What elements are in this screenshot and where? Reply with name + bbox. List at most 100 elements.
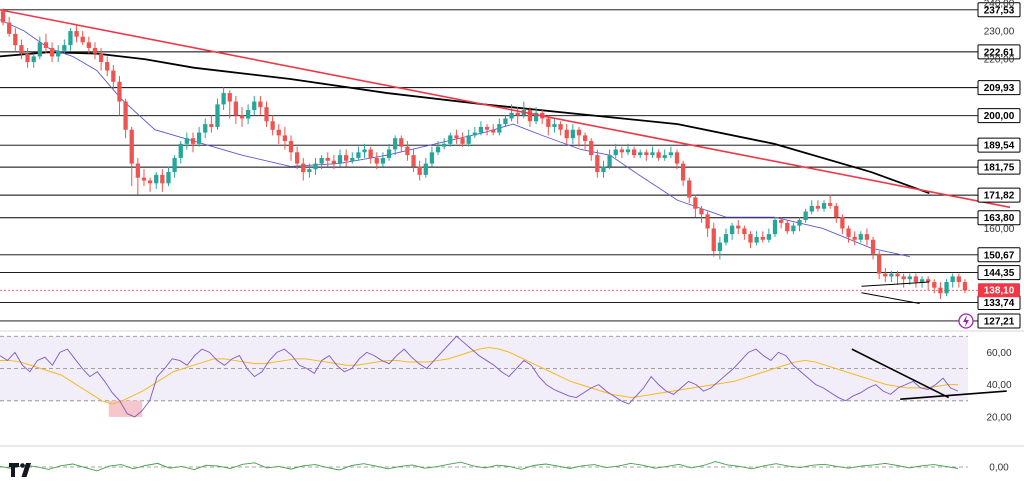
candle-body — [668, 152, 674, 156]
level-badge-box — [977, 137, 1021, 153]
candle-body — [595, 155, 600, 173]
level-badge-box — [977, 80, 1021, 96]
candle-body — [674, 152, 680, 164]
wedge-line — [861, 281, 930, 287]
candle-body — [37, 42, 42, 57]
candle-body — [564, 129, 569, 139]
candle-body — [589, 141, 594, 156]
candle-body — [380, 157, 386, 164]
candle-body — [772, 220, 778, 235]
candle-body — [172, 157, 177, 173]
candle-body — [154, 174, 159, 184]
candle-body — [858, 234, 863, 240]
candle-body — [429, 152, 435, 164]
candle-body — [687, 180, 692, 198]
candle-body — [288, 141, 294, 153]
candle-body — [49, 47, 55, 57]
candle-body — [411, 155, 416, 167]
candle-body — [123, 101, 128, 130]
level-badge: 127,21 — [977, 313, 1021, 329]
osc-tick-label: 0,00 — [989, 463, 1009, 474]
candle-body — [319, 157, 324, 164]
candle-body — [815, 205, 821, 209]
candle-body — [350, 157, 355, 161]
candle-body — [895, 273, 900, 277]
candle-body — [638, 152, 643, 156]
level-badge: 209,93 — [977, 80, 1021, 96]
candle-body — [135, 163, 140, 178]
candle-body — [723, 234, 729, 243]
candle-body — [7, 22, 12, 34]
candle-body — [13, 33, 18, 46]
candle-body — [62, 45, 67, 51]
level-badge: 133,74 — [977, 295, 1021, 311]
candle-body — [846, 228, 851, 237]
candle-body — [80, 36, 85, 43]
candle-body — [754, 236, 759, 243]
candle-body — [221, 93, 226, 105]
candle-body — [852, 236, 857, 240]
candle-body — [454, 135, 459, 139]
rsi-tick-label: 60,00 — [986, 348, 1011, 359]
candle-body — [656, 152, 661, 158]
candle-body — [276, 129, 281, 136]
candle-body — [374, 157, 379, 164]
candle-body — [227, 93, 232, 102]
price-axis: 237,53 222,61 209,93 200,00 189,54 181,75 171,… — [977, 0, 1021, 474]
level-badge-label: 189,54 — [984, 141, 1015, 152]
lightning-icon[interactable] — [958, 313, 974, 329]
current-price-label: 138,10 — [984, 286, 1015, 297]
candle-body — [215, 104, 220, 127]
candle-body — [239, 115, 245, 119]
candle-body — [478, 126, 484, 133]
rsi-oversold-fill — [108, 400, 143, 417]
level-badge-label: 171,82 — [984, 191, 1015, 202]
candle-body — [25, 53, 30, 63]
level-badge-label: 209,93 — [984, 83, 1015, 94]
candle-body — [607, 155, 612, 167]
ma-short-line — [0, 19, 911, 258]
candle-body — [864, 234, 870, 240]
current-price-box — [978, 283, 1020, 298]
level-badge-label: 200,00 — [984, 111, 1015, 122]
candle-body — [840, 217, 845, 229]
candle-body — [962, 282, 968, 291]
candle-body — [631, 149, 637, 156]
candle-body — [368, 149, 373, 158]
candle-body — [466, 135, 471, 144]
candle-body — [582, 135, 588, 142]
level-badge-box — [977, 210, 1021, 226]
candle-body — [907, 276, 912, 280]
candle-body — [252, 101, 257, 110]
candle-body — [527, 110, 533, 122]
candle-body — [209, 124, 214, 127]
level-badge-box — [977, 313, 1021, 329]
candle-body — [190, 138, 196, 144]
candle-body — [31, 56, 36, 63]
level-badge-label: 163,80 — [984, 213, 1015, 224]
level-badge: 163,80 — [977, 210, 1021, 226]
tradingview-logo — [9, 463, 31, 477]
candle-body — [889, 273, 894, 277]
candle-body — [313, 163, 318, 170]
level-badge-label: 127,21 — [984, 316, 1015, 327]
level-badge-label: 133,74 — [984, 298, 1015, 309]
candle-body — [264, 107, 269, 122]
price-pane — [0, 8, 1011, 322]
candle-body — [717, 242, 723, 252]
candle-body — [625, 149, 631, 153]
candle-body — [778, 220, 784, 223]
candle-body — [98, 53, 104, 63]
candle-body — [503, 118, 508, 125]
candle-body — [160, 174, 165, 184]
candle-body — [877, 253, 882, 274]
level-badge: 171,82 — [977, 187, 1021, 203]
candle-body — [797, 220, 802, 226]
candle-body — [307, 169, 312, 173]
level-badge-box — [977, 2, 1021, 18]
rsi-line — [0, 335, 959, 418]
candle-body — [178, 143, 183, 158]
candle-body — [448, 135, 453, 144]
candle-body — [19, 45, 24, 54]
